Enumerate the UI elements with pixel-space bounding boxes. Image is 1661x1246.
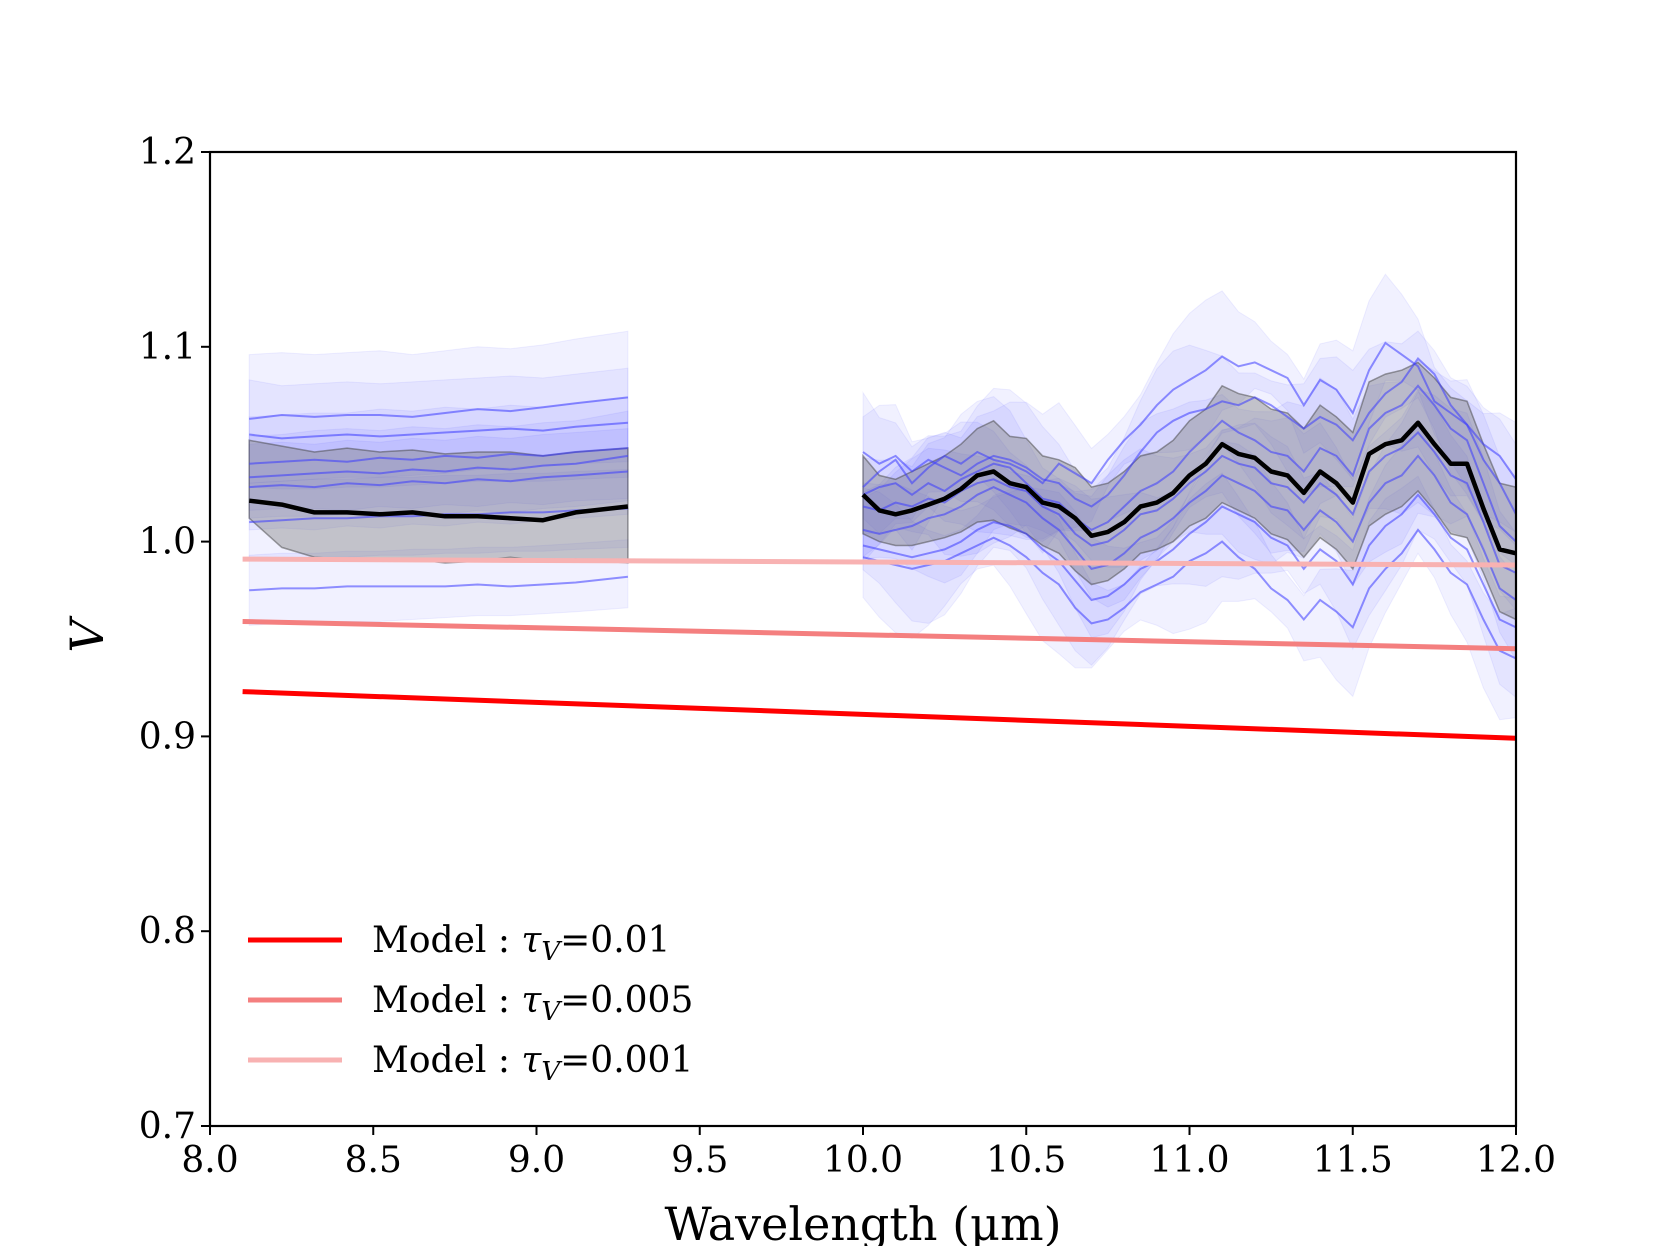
x-axis-label: Wavelength (μm) xyxy=(664,1197,1061,1246)
obs-line-0-0 xyxy=(249,396,629,420)
y-tick-label: 1.1 xyxy=(139,327,196,368)
x-tick-label: 12.0 xyxy=(1476,1140,1556,1181)
x-tick-label: 9.5 xyxy=(671,1140,728,1181)
x-tick-label: 9.0 xyxy=(508,1140,565,1181)
obs-line-0-3 xyxy=(249,454,629,479)
model-line-1 xyxy=(242,619,1516,652)
mean-band-0 xyxy=(248,439,629,564)
y-tick-label: 0.8 xyxy=(139,911,196,952)
x-tick-label: 8.0 xyxy=(181,1140,238,1181)
obs-line-1-4 xyxy=(862,454,1516,601)
model-line-2 xyxy=(242,556,1516,568)
x-tick-label: 8.5 xyxy=(345,1140,402,1181)
obs-line-0-1 xyxy=(249,421,628,440)
legend-label-2: Model : τV=0.001 xyxy=(372,1040,693,1087)
x-tick-label: 11.5 xyxy=(1313,1140,1393,1181)
obs-line-1-0 xyxy=(862,341,1516,488)
obs-line-1-1 xyxy=(862,356,1516,515)
obs-band-1-2 xyxy=(862,359,1516,568)
obs-line-1-5 xyxy=(862,493,1516,629)
plot-area xyxy=(242,273,1516,741)
y-tick-label: 0.7 xyxy=(139,1106,196,1147)
model-line-0 xyxy=(242,689,1516,741)
obs-line-0-2 xyxy=(249,447,628,465)
y-tick-label: 0.9 xyxy=(139,716,196,757)
y-axis: 0.7 0.8 0.9 1.0 1.1 1.2 xyxy=(139,132,210,1147)
y-tick-label: 1.0 xyxy=(139,522,196,563)
x-axis: 8.0 8.5 9.0 9.5 10.0 10.5 11.0 11.5 12.0 xyxy=(181,1126,1556,1181)
mean-line-1 xyxy=(861,420,1516,556)
mean-line-0 xyxy=(248,498,629,523)
obs-line-0-6 xyxy=(249,575,629,592)
obs-line-0-4 xyxy=(249,470,628,489)
y-tick-label: 1.2 xyxy=(139,132,196,173)
legend-label-0: Model : τV=0.01 xyxy=(372,920,670,967)
x-tick-label: 10.5 xyxy=(986,1140,1066,1181)
legend-label-1: Model : τV=0.005 xyxy=(372,980,693,1027)
x-tick-label: 11.0 xyxy=(1149,1140,1229,1181)
x-tick-label: 10.0 xyxy=(823,1140,903,1181)
y-axis-label: V xyxy=(60,615,114,653)
obs-line-1-3 xyxy=(862,431,1516,574)
legend: Model : τV=0.01 Model : τV=0.005 Model : τ… xyxy=(248,920,693,1087)
obs-band-1-3 xyxy=(862,388,1516,611)
obs-line-1-2 xyxy=(862,384,1516,543)
